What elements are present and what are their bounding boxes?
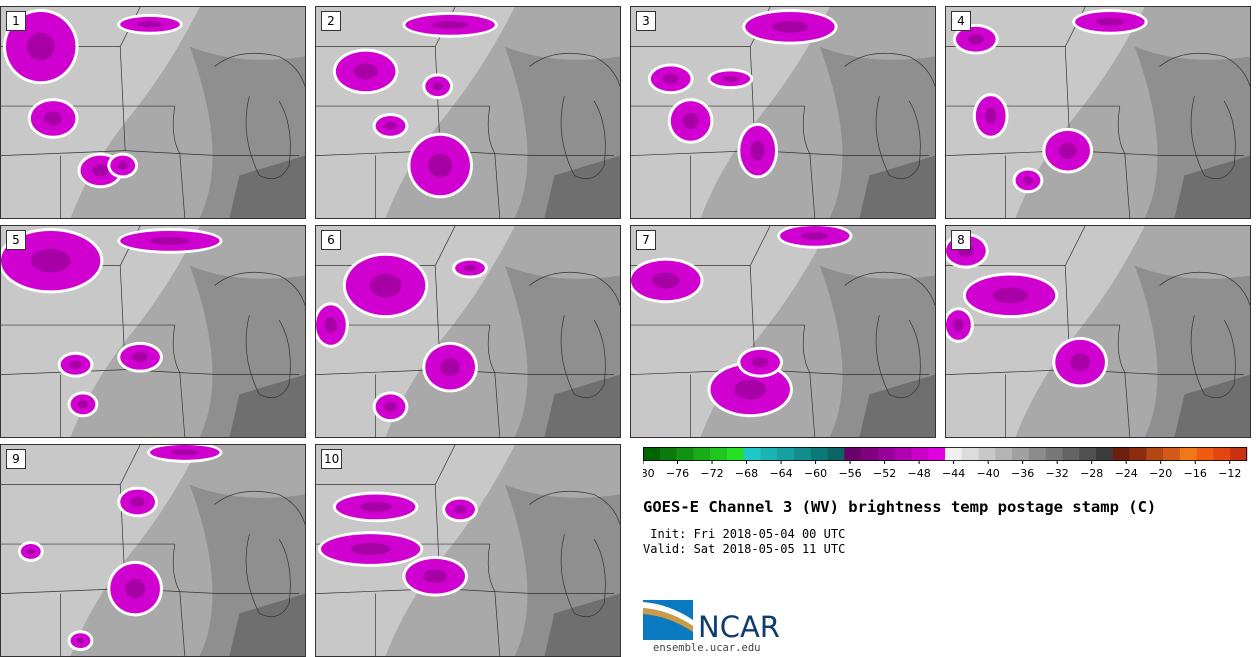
colorbar-swatch — [844, 447, 862, 461]
panel-number-label: 5 — [6, 230, 26, 250]
colorbar: −80−76−72−68−64−60−56−52−48−44−40−36−32−… — [643, 447, 1248, 480]
postage-stamp-panel-8: 8 — [945, 225, 1251, 438]
brightness-temp-map — [316, 7, 620, 218]
colorbar-swatch — [945, 447, 963, 461]
colorbar-swatch — [1062, 447, 1080, 461]
colorbar-swatch — [760, 447, 778, 461]
colorbar-swatch — [1146, 447, 1164, 461]
postage-stamp-panel-4: 4 — [945, 6, 1251, 219]
colorbar-tick-label: −80 — [643, 467, 655, 480]
panel-number-label: 9 — [6, 449, 26, 469]
panel-number-label: 7 — [636, 230, 656, 250]
colorbar-tick-label: −56 — [838, 467, 861, 480]
colorbar-swatch — [1163, 447, 1181, 461]
colorbar-swatch — [794, 447, 812, 461]
colorbar-swatch — [1045, 447, 1063, 461]
panel-number-label: 3 — [636, 11, 656, 31]
colorbar-swatch — [877, 447, 895, 461]
colorbar-swatch — [659, 447, 677, 461]
postage-stamp-panel-3: 3 — [630, 6, 936, 219]
init-time: Init: Fri 2018-05-04 00 UTC — [643, 527, 846, 541]
colorbar-swatch — [1012, 447, 1030, 461]
colorbar-border — [643, 447, 1247, 461]
logo-url[interactable]: ensemble.ucar.edu — [653, 642, 761, 654]
colorbar-tick-label: −40 — [977, 467, 1000, 480]
panel-number-label: 1 — [6, 11, 26, 31]
colorbar-swatch — [1230, 447, 1248, 461]
plot-title: GOES-E Channel 3 (WV) brightness temp po… — [643, 498, 1157, 516]
colorbar-tick-label: −32 — [1046, 467, 1069, 480]
colorbar-swatch — [995, 447, 1013, 461]
colorbar-swatch — [961, 447, 979, 461]
colorbar-tick-label: −68 — [735, 467, 758, 480]
colorbar-swatch — [693, 447, 711, 461]
valid-time: Valid: Sat 2018-05-05 11 UTC — [643, 542, 846, 556]
panel-number-label: 10 — [321, 449, 343, 469]
brightness-temp-map — [316, 226, 620, 437]
postage-stamp-panel-9: 9 — [0, 444, 306, 657]
brightness-temp-map — [1, 445, 305, 656]
colorbar-swatch — [894, 447, 912, 461]
colorbar-swatch — [1079, 447, 1097, 461]
colorbar-swatch — [1028, 447, 1046, 461]
colorbar-tick-label: −48 — [908, 467, 931, 480]
brightness-temp-map — [316, 445, 620, 656]
postage-stamp-panel-6: 6 — [315, 225, 621, 438]
postage-stamp-panel-1: 1 — [0, 6, 306, 219]
panel-number-label: 4 — [951, 11, 971, 31]
colorbar-swatch — [643, 447, 661, 461]
postage-stamp-panel-10: 10 — [315, 444, 621, 657]
colorbar-tick-label: −60 — [804, 467, 827, 480]
colorbar-tick-label: −20 — [1149, 467, 1172, 480]
colorbar-swatch — [1129, 447, 1147, 461]
postage-stamp-panel-7: 7 — [630, 225, 936, 438]
colorbar-tick-label: −28 — [1080, 467, 1103, 480]
colorbar-swatch — [1196, 447, 1214, 461]
colorbar-swatch — [777, 447, 795, 461]
colorbar-swatch — [861, 447, 879, 461]
colorbar-tick-label: −44 — [942, 467, 965, 480]
colorbar-swatch — [1096, 447, 1114, 461]
colorbar-tick-label: −24 — [1115, 467, 1138, 480]
brightness-temp-map — [1, 7, 305, 218]
brightness-temp-map — [946, 226, 1250, 437]
colorbar-tick-label: −76 — [666, 467, 689, 480]
colorbar-swatch — [911, 447, 929, 461]
colorbar-swatch — [1179, 447, 1197, 461]
brightness-temp-map — [1, 226, 305, 437]
colorbar-swatch — [1213, 447, 1231, 461]
colorbar-tick-label: −16 — [1184, 467, 1207, 480]
brightness-temp-map — [946, 7, 1250, 218]
colorbar-tick-label: −72 — [700, 467, 723, 480]
colorbar-tick-label: −64 — [769, 467, 792, 480]
colorbar-swatch — [1112, 447, 1130, 461]
colorbar-swatch — [978, 447, 996, 461]
colorbar-tick-label: −36 — [1011, 467, 1034, 480]
colorbar-swatch — [710, 447, 728, 461]
logo-wordmark: NCAR — [698, 610, 780, 644]
ncar-logo-icon — [643, 600, 693, 640]
postage-stamp-panel-5: 5 — [0, 225, 306, 438]
colorbar-swatch — [726, 447, 744, 461]
colorbar-tick-label: −12 — [1218, 467, 1241, 480]
panel-number-label: 8 — [951, 230, 971, 250]
colorbar-swatch — [928, 447, 946, 461]
postage-stamp-panel-2: 2 — [315, 6, 621, 219]
colorbar-swatch — [676, 447, 694, 461]
brightness-temp-map — [631, 7, 935, 218]
colorbar-swatch — [810, 447, 828, 461]
colorbar-tick-label: −52 — [873, 467, 896, 480]
panel-number-label: 6 — [321, 230, 341, 250]
colorbar-swatch — [743, 447, 761, 461]
colorbar-swatch — [827, 447, 845, 461]
brightness-temp-map — [631, 226, 935, 437]
panel-number-label: 2 — [321, 11, 341, 31]
